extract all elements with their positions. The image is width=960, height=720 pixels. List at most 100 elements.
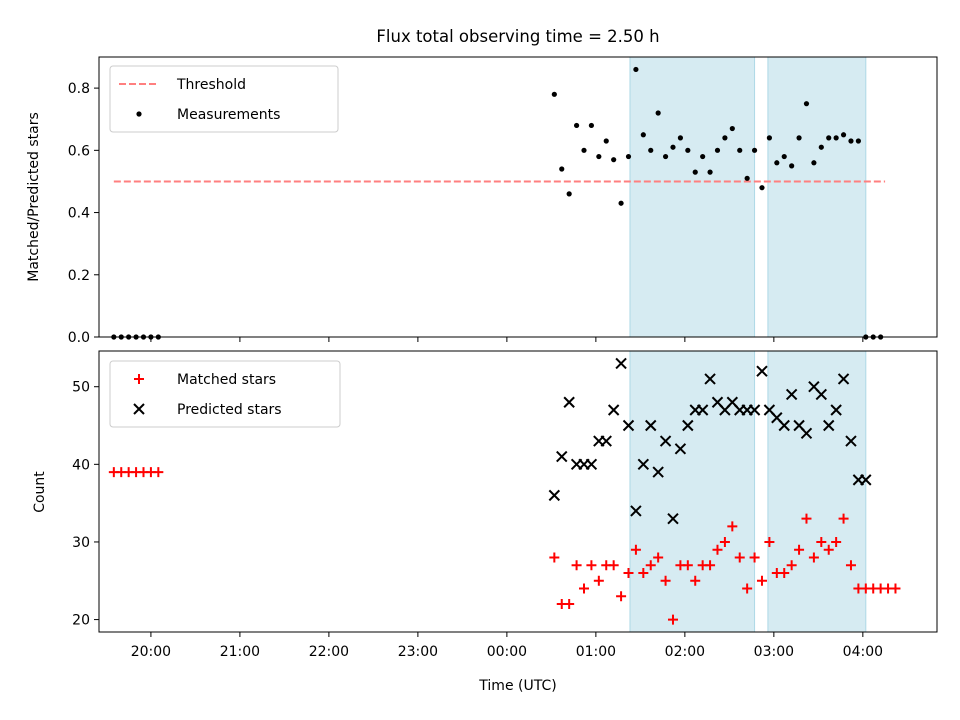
measurement-point: [722, 135, 728, 141]
top-axes: 0.0 0.2 0.4 0.6 0.8 Threshold Measurements: [68, 56, 938, 346]
bottom-axes: 20 30 40 50 20:00 21:00 22:00 23:00 00:00 01:00 02…: [72, 350, 938, 660]
matched-star-point: [660, 575, 671, 586]
measurement-point: [633, 66, 639, 73]
legend-label: Threshold: [176, 77, 246, 93]
matched-star-point: [808, 552, 819, 563]
legend-box: [109, 360, 341, 428]
y-tick-label: 30: [72, 535, 90, 551]
measurement-point: [751, 147, 758, 153]
matched-star-point: [749, 552, 760, 563]
measurement-point: [826, 135, 832, 141]
matched-star-point: [734, 552, 745, 563]
predicted-star-point: [637, 458, 650, 471]
x-tick-label: 20:00: [131, 644, 171, 660]
y-tick-label: 0.8: [68, 81, 90, 97]
predicted-star-point: [563, 396, 575, 408]
predicted-star-point: [548, 489, 561, 502]
predicted-star-point: [585, 458, 598, 471]
matched-star-point: [564, 599, 575, 610]
measurement-point: [818, 144, 824, 150]
y-tick-label: 0.4: [68, 206, 90, 222]
measurement-point: [136, 111, 142, 117]
axes-frame: [98, 350, 938, 633]
matched-star-point: [831, 536, 842, 547]
measurement-point: [670, 144, 676, 150]
matched-star-point: [801, 513, 812, 524]
matched-stars-series: [108, 467, 901, 625]
measurement-point: [781, 153, 787, 160]
measurement-point: [766, 135, 773, 141]
y-tick-label: 50: [72, 380, 90, 396]
matched-star-point: [645, 560, 656, 571]
matched-star-point: [134, 374, 144, 384]
top-y-axis-label: Matched/Predicted stars: [26, 112, 42, 282]
matched-star-point: [816, 536, 827, 547]
predicted-star-point: [704, 373, 716, 385]
matched-star-point: [653, 552, 664, 563]
measurement-point: [707, 169, 713, 175]
predicted-star-point: [696, 404, 709, 416]
x-tick-label: 03:00: [754, 644, 794, 660]
matched-star-point: [727, 521, 738, 532]
matched-star-point: [845, 560, 856, 571]
measurement-point: [685, 147, 691, 153]
y-tick-label: 0.6: [68, 143, 90, 159]
x-axis-label: Time (UTC): [478, 678, 556, 694]
matched-star-point: [742, 583, 753, 594]
measurement-point: [611, 157, 617, 163]
predicted-star-point: [837, 373, 850, 385]
predicted-star-point: [659, 435, 672, 447]
predicted-stars-series: [548, 357, 872, 525]
matched-star-point: [794, 544, 805, 555]
measurement-point: [581, 147, 587, 153]
predicted-star-point: [778, 419, 790, 432]
x-tick-label: 23:00: [398, 644, 438, 660]
x-tick-label: 00:00: [487, 644, 527, 660]
predicted-star-point: [630, 505, 642, 517]
matched-star-point: [153, 467, 164, 478]
measurement-point: [833, 135, 839, 141]
predicted-star-point: [622, 419, 635, 432]
measurement-point: [811, 160, 817, 166]
measurement-point: [603, 138, 609, 144]
measurement-point: [559, 166, 565, 172]
predicted-star-point: [652, 466, 664, 478]
predicted-star-point: [756, 365, 768, 377]
matched-star-point: [890, 583, 901, 594]
measurements-series: [111, 66, 884, 340]
measurement-point: [840, 132, 847, 138]
predicted-star-point: [607, 404, 620, 416]
predicted-star-point: [785, 388, 798, 401]
measurement-point: [551, 91, 557, 97]
observing-window-band: [767, 350, 867, 633]
measurement-point: [596, 153, 602, 160]
measurement-point: [855, 138, 861, 144]
matched-star-point: [764, 536, 775, 547]
legend-box: [109, 65, 339, 133]
measurement-point: [640, 132, 646, 138]
predicted-star-point: [133, 403, 145, 415]
matched-star-point: [786, 560, 797, 571]
observing-window-band: [629, 350, 756, 633]
predicted-star-point: [667, 512, 679, 525]
matched-star-point: [719, 536, 730, 547]
measurement-point: [700, 153, 706, 160]
measurement-point: [662, 153, 669, 160]
predicted-star-point: [823, 419, 835, 432]
predicted-star-point: [748, 404, 761, 416]
x-tick-label: 02:00: [665, 644, 705, 660]
measurement-point: [729, 125, 735, 132]
measurement-point: [588, 122, 595, 129]
predicted-star-point: [615, 357, 627, 370]
predicted-star-point: [556, 450, 568, 463]
legend: Threshold Measurements: [109, 65, 339, 133]
x-tick-label: 01:00: [576, 644, 616, 660]
measurement-point: [803, 101, 810, 107]
measurement-point: [655, 110, 661, 116]
measurement-point: [789, 163, 795, 169]
predicted-star-point: [645, 419, 657, 432]
predicted-star-point: [674, 443, 687, 455]
predicted-star-point: [815, 388, 828, 401]
matched-star-point: [579, 583, 590, 594]
